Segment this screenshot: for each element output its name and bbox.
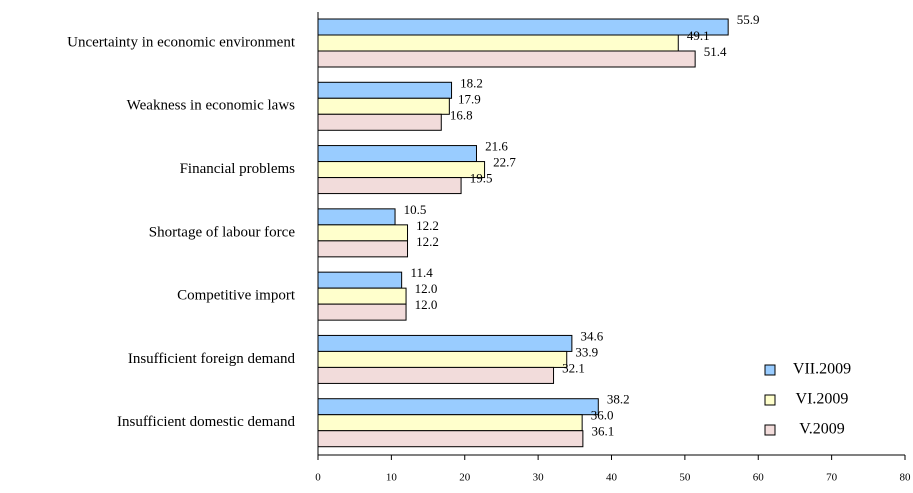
bar (317, 113, 442, 131)
category-label: Financial problems (180, 161, 296, 177)
value-label: 22.7 (493, 155, 516, 170)
value-label: 32.1 (562, 360, 585, 375)
x-tick-label: 50 (679, 472, 691, 484)
x-tick-label: 10 (386, 472, 398, 484)
bar (317, 350, 568, 368)
legend-label: V.2009 (799, 421, 845, 438)
bar (317, 97, 450, 115)
value-label: 55.9 (737, 12, 760, 27)
bar (317, 271, 403, 289)
value-label: 19.5 (470, 171, 493, 186)
bar (317, 414, 583, 432)
legend-swatch (764, 394, 776, 406)
category-label: Competitive import (177, 288, 296, 304)
bar (317, 50, 696, 68)
legend-swatch (764, 364, 776, 376)
legend-swatch (764, 424, 776, 436)
value-label: 10.5 (404, 202, 427, 217)
value-label: 49.1 (687, 28, 710, 43)
bar (317, 161, 486, 179)
value-label: 34.6 (581, 328, 604, 343)
category-label: Uncertainty in economic environment (67, 34, 296, 50)
value-label: 17.9 (458, 91, 481, 106)
x-tick-label: 0 (315, 472, 321, 484)
bar (317, 303, 407, 321)
value-label: 12.0 (415, 297, 438, 312)
value-label: 36.0 (591, 408, 614, 423)
bar (317, 224, 409, 242)
legend-label: VII.2009 (793, 361, 851, 378)
bar (317, 145, 477, 163)
value-label: 51.4 (704, 44, 727, 59)
bar (317, 287, 407, 305)
bar (317, 208, 396, 226)
value-label: 21.6 (485, 139, 508, 154)
bar (317, 398, 599, 416)
x-tick-label: 70 (826, 472, 838, 484)
category-label: Insufficient domestic demand (117, 414, 296, 430)
bar (317, 34, 679, 52)
x-tick-label: 30 (533, 472, 545, 484)
category-label: Insufficient foreign demand (128, 351, 296, 367)
value-label: 12.2 (416, 218, 439, 233)
category-label: Shortage of labour force (149, 224, 296, 240)
bar (317, 81, 453, 99)
bar (317, 18, 729, 36)
value-label: 18.2 (460, 75, 483, 90)
category-label: Weakness in economic laws (127, 98, 295, 114)
x-tick-label: 80 (900, 472, 912, 484)
value-label: 38.2 (607, 392, 630, 407)
value-label: 12.2 (416, 234, 439, 249)
bar (317, 177, 462, 195)
value-label: 11.4 (411, 265, 434, 280)
x-tick-label: 20 (459, 472, 471, 484)
value-label: 33.9 (575, 344, 598, 359)
bar (317, 334, 573, 352)
bar (317, 430, 584, 448)
x-tick-label: 40 (606, 472, 618, 484)
x-tick-label: 60 (753, 472, 765, 484)
bar (317, 366, 555, 384)
legend-label: VI.2009 (796, 391, 849, 408)
value-label: 36.1 (592, 424, 615, 439)
value-label: 16.8 (450, 107, 473, 122)
bar (317, 240, 409, 258)
value-label: 12.0 (415, 281, 438, 296)
